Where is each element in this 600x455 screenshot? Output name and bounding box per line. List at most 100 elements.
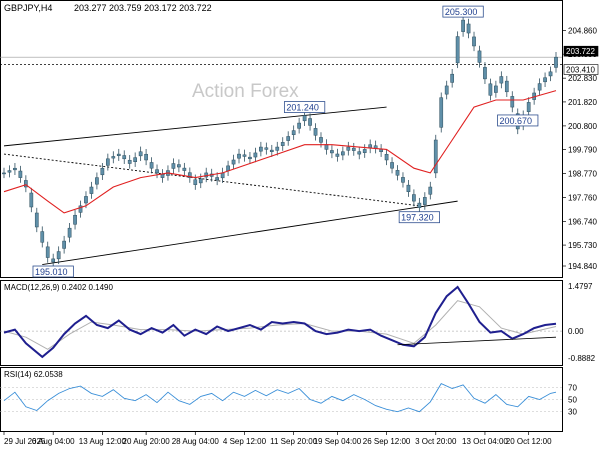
candle xyxy=(182,167,187,171)
candle xyxy=(171,163,176,169)
candle xyxy=(259,146,263,152)
candle xyxy=(269,149,274,153)
candle xyxy=(313,128,318,136)
candle xyxy=(455,36,460,64)
annotation-label: 197.320 xyxy=(401,213,434,223)
candle xyxy=(341,151,345,156)
moving-average-line xyxy=(3,90,557,214)
candle xyxy=(444,85,449,95)
candle xyxy=(412,194,416,202)
candle xyxy=(330,150,334,154)
candle xyxy=(18,170,23,178)
candle xyxy=(461,19,465,32)
candle xyxy=(297,122,301,129)
annotation-label: 195.010 xyxy=(35,267,68,277)
candle xyxy=(357,151,362,155)
candle xyxy=(215,177,219,181)
candle xyxy=(395,170,400,176)
candle xyxy=(34,212,39,228)
rsi-line xyxy=(3,383,557,413)
price-tick-label: 202.830 xyxy=(568,74,597,83)
ref-price-badge xyxy=(563,64,599,75)
candle xyxy=(187,172,192,178)
candle xyxy=(62,240,66,249)
candle xyxy=(362,149,367,153)
candle xyxy=(433,139,438,174)
candle xyxy=(2,172,6,175)
candle xyxy=(472,36,476,47)
annotation-box xyxy=(32,265,74,278)
rsi-layer xyxy=(0,383,562,413)
symbol-header: GBPJPY,H4 xyxy=(4,3,52,13)
candle xyxy=(417,202,422,208)
candle xyxy=(177,164,181,168)
time-tick-label: 6 Aug 04:00 xyxy=(32,437,75,446)
annotation-label: 200.670 xyxy=(500,116,533,126)
candle xyxy=(351,147,356,151)
time-tick-label: 19 Sep 04:00 xyxy=(314,437,362,446)
trend-line xyxy=(3,106,387,147)
macd-tick-label: 1.4797 xyxy=(568,282,593,291)
candle xyxy=(40,231,45,243)
candle xyxy=(133,157,138,162)
annotation-box xyxy=(283,101,326,113)
price-tick-label: 198.770 xyxy=(568,170,597,179)
rsi-tick-label: 30 xyxy=(568,408,577,417)
watermark: Action Forex xyxy=(192,81,299,102)
time-tick-label: 13 Aug 12:00 xyxy=(79,437,127,446)
candle xyxy=(510,96,515,108)
candle xyxy=(466,23,471,34)
price-tick-label: 204.860 xyxy=(568,26,597,35)
candle xyxy=(384,153,389,161)
candle xyxy=(406,184,411,192)
candle xyxy=(160,174,165,178)
candle xyxy=(237,153,241,159)
candle xyxy=(155,169,159,174)
candle xyxy=(275,146,280,151)
macd-signal-line xyxy=(3,300,557,350)
annotation-box xyxy=(442,5,484,18)
macd-tick-label: -0.8882 xyxy=(568,354,596,363)
time-tick-label: 28 Aug 04:00 xyxy=(172,437,220,446)
candle xyxy=(127,159,132,164)
candle xyxy=(390,162,394,169)
candle xyxy=(73,214,77,225)
candle xyxy=(428,186,433,195)
price-tick-label: 195.730 xyxy=(568,241,597,250)
candle xyxy=(450,73,455,83)
price-tick-label: 199.790 xyxy=(568,146,597,155)
candle xyxy=(286,136,291,141)
candle xyxy=(29,192,34,208)
candle xyxy=(248,156,252,160)
last-price-badge xyxy=(563,45,599,57)
candle xyxy=(13,167,17,171)
candle xyxy=(220,172,225,179)
candle xyxy=(379,149,383,153)
candle xyxy=(253,152,258,158)
rsi-tick-label: 70 xyxy=(568,383,577,392)
macd-trend-line xyxy=(397,336,557,346)
annotation-label: 205.300 xyxy=(445,7,478,17)
candle xyxy=(138,151,143,157)
candle xyxy=(122,155,127,160)
time-tick-label: 3 Oct 20:00 xyxy=(415,437,457,446)
time-tick-label: 26 Sep 12:00 xyxy=(363,437,411,446)
candle xyxy=(149,162,154,169)
time-tick-label: 11 Sep 20:00 xyxy=(270,437,318,446)
candle xyxy=(488,83,493,96)
annotation-box xyxy=(398,211,440,224)
candle xyxy=(89,186,94,194)
candle xyxy=(280,142,285,146)
candle xyxy=(291,130,296,135)
candle xyxy=(78,205,83,213)
trend-line xyxy=(42,200,458,266)
candle xyxy=(67,227,72,238)
annotation-box xyxy=(497,114,539,127)
price-tick-label: 200.800 xyxy=(568,122,597,131)
price-tick-label: 197.760 xyxy=(568,193,597,202)
price-tick-label: 196.740 xyxy=(568,217,597,226)
candle xyxy=(319,137,323,143)
candle xyxy=(554,56,558,68)
time-tick-label: 20 Aug 20:00 xyxy=(123,437,171,446)
